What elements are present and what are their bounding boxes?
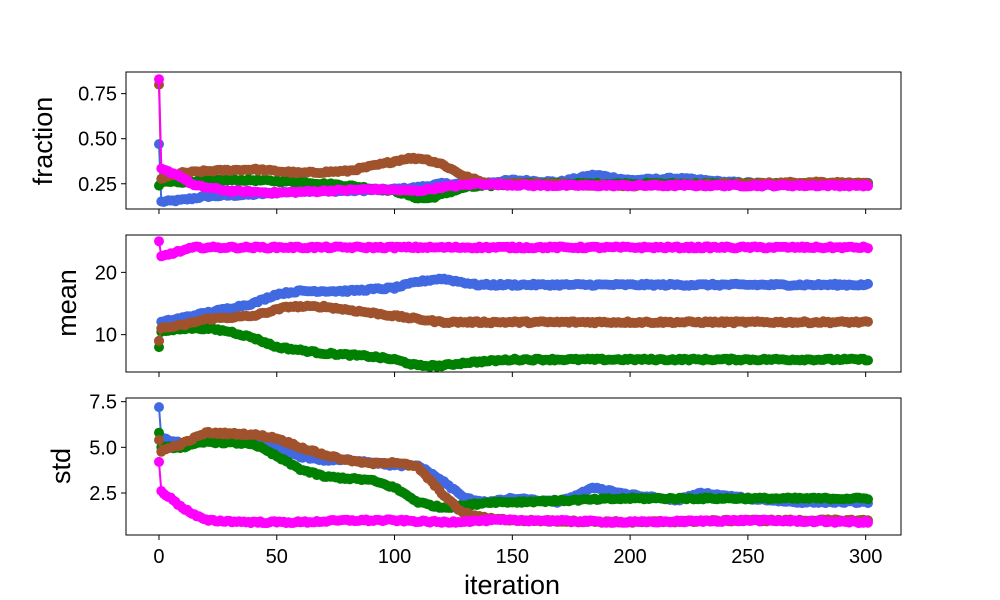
mean-panel: mean 10 20 [52, 234, 902, 377]
std-series-3-point [863, 517, 873, 528]
mean-series-3 [154, 236, 873, 262]
std-plot-background [126, 398, 901, 535]
mean-series-1 [154, 322, 873, 372]
fraction-panel: fraction 0.25 0.50 0.75 [28, 71, 902, 214]
std-xtick-label: 100 [378, 546, 411, 568]
mean-series-3-point [154, 236, 164, 247]
fraction-ytick-label: 0.50 [78, 129, 117, 151]
mean-ytick-label: 10 [95, 325, 117, 347]
std-panel: std iteration 2.5 5.0 7.5 0 50 100 150 200 250 30… [46, 392, 902, 600]
mean-series-1-point [863, 355, 873, 366]
fraction-series-0-point [154, 139, 164, 150]
std-series-3-point [154, 456, 164, 467]
mean-series-2-point [154, 335, 164, 346]
fraction-series-3-point [154, 74, 164, 85]
fraction-plot-area [126, 72, 901, 209]
iteration-xlabel: iteration [464, 570, 560, 600]
std-series-1 [154, 427, 873, 513]
std-xtick-label: 200 [613, 546, 646, 568]
std-ytick-label: 7.5 [89, 392, 117, 414]
mean-ylabel: mean [52, 269, 82, 337]
fraction-series-3 [154, 74, 873, 199]
std-xtick-label: 250 [731, 546, 764, 568]
mean-series-0-point [863, 278, 873, 289]
mean-axes-frame [125, 234, 902, 373]
mean-series-2-point [863, 316, 873, 327]
std-series-2-point [154, 435, 164, 445]
std-series-1-point [863, 494, 873, 505]
std-series-0-point [154, 402, 164, 413]
std-xtick-label: 300 [849, 546, 882, 568]
fraction-ylabel: fraction [28, 97, 58, 186]
mean-series-2 [154, 300, 873, 346]
std-axes-frame [125, 397, 902, 536]
std-ytick-label: 5.0 [89, 437, 117, 459]
std-series-3 [154, 456, 873, 529]
std-xtick-label: 150 [496, 546, 529, 568]
fraction-series-3-point [863, 181, 873, 192]
std-xtick-label: 50 [266, 546, 288, 568]
mean-plot-area [126, 235, 901, 372]
std-series-1-point [154, 427, 164, 438]
fraction-axes-frame [125, 71, 902, 210]
mean-ytick-label: 20 [95, 262, 117, 284]
fraction-ytick-label: 0.25 [78, 174, 117, 196]
std-ytick-label: 2.5 [89, 483, 117, 505]
mean-series-3-point [863, 243, 873, 254]
std-xtick-label: 0 [153, 546, 164, 568]
std-plot-area [126, 398, 901, 535]
std-ylabel: std [46, 448, 76, 484]
fraction-ytick-label: 0.75 [78, 84, 117, 106]
